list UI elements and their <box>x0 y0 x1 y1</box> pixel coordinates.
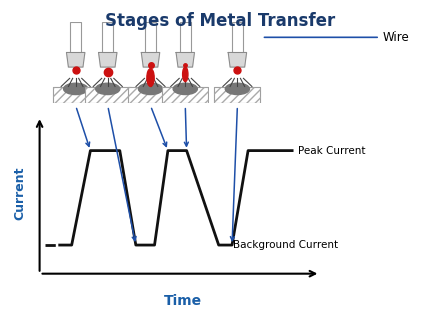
Bar <box>128 87 173 103</box>
Text: Background Current: Background Current <box>233 240 338 250</box>
Bar <box>128 87 173 103</box>
Bar <box>214 87 260 103</box>
Bar <box>162 87 208 103</box>
Ellipse shape <box>95 83 120 95</box>
Polygon shape <box>141 53 160 67</box>
Ellipse shape <box>225 83 249 95</box>
FancyBboxPatch shape <box>70 22 81 53</box>
Polygon shape <box>176 53 194 67</box>
Text: Wire: Wire <box>264 31 410 44</box>
Text: Current: Current <box>13 166 26 220</box>
Polygon shape <box>66 53 85 67</box>
Ellipse shape <box>139 83 163 95</box>
Polygon shape <box>228 53 246 67</box>
FancyBboxPatch shape <box>145 22 156 53</box>
FancyBboxPatch shape <box>180 22 191 53</box>
Bar <box>53 87 99 103</box>
Text: Peak Current: Peak Current <box>297 146 365 156</box>
FancyBboxPatch shape <box>103 22 113 53</box>
FancyBboxPatch shape <box>232 22 243 53</box>
Bar <box>85 87 131 103</box>
Bar <box>85 87 131 103</box>
Text: Time: Time <box>164 294 202 308</box>
Polygon shape <box>99 53 117 67</box>
Bar <box>53 87 99 103</box>
Ellipse shape <box>173 83 198 95</box>
Ellipse shape <box>147 69 154 86</box>
Bar <box>162 87 208 103</box>
Ellipse shape <box>183 67 188 81</box>
Text: Stages of Metal Transfer: Stages of Metal Transfer <box>105 12 335 30</box>
Ellipse shape <box>64 83 88 95</box>
Bar <box>214 87 260 103</box>
